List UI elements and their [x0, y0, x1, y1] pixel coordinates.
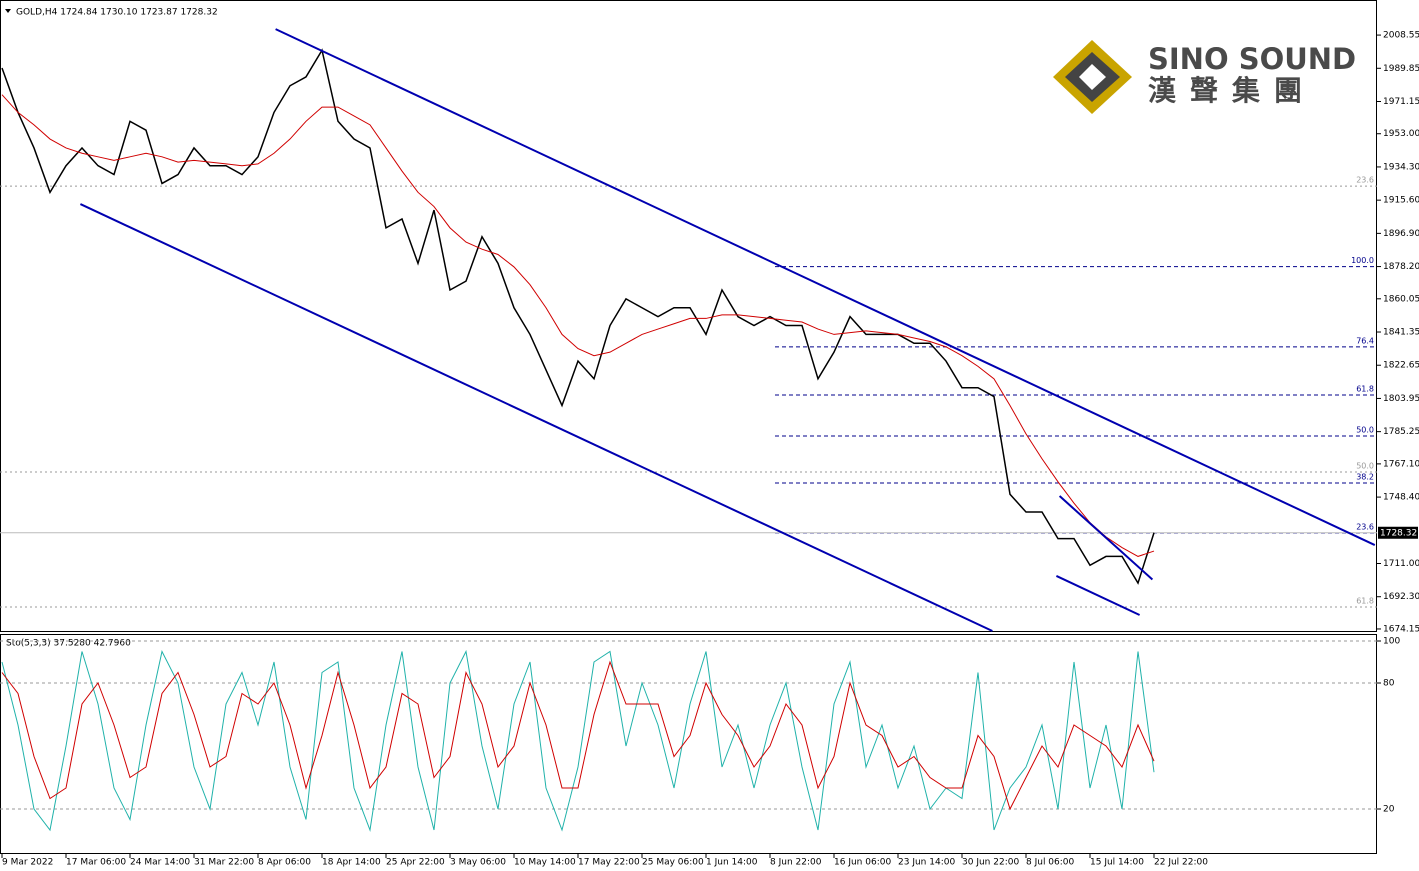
fib-label: 23.6: [1356, 176, 1374, 185]
osc-title: Sto(5,3,3) 37.5280 42.7960: [6, 639, 131, 649]
x-tick-label: 17 Mar 06:00: [66, 858, 126, 868]
fib-label: 76.4: [1356, 336, 1374, 345]
chart-title: GOLD,H4 1724.84 1730.10 1723.87 1728.32: [16, 8, 218, 18]
y-tick-label: 2008.55: [1383, 31, 1419, 41]
y-tick-label: 80: [1383, 679, 1395, 689]
y-tick-label: 1971.15: [1383, 97, 1419, 107]
x-tick-label: 17 May 22:00: [578, 858, 640, 868]
y-tick-label: 1748.40: [1383, 493, 1419, 503]
y-tick-label: 1767.10: [1383, 459, 1419, 469]
y-tick-label: 100: [1383, 637, 1400, 647]
menu-arrow: [5, 9, 11, 13]
trendline: [275, 28, 1376, 546]
x-tick-label: 16 Jun 06:00: [834, 858, 891, 868]
y-tick-label: 1841.35: [1383, 328, 1419, 338]
fib-label: 50.0: [1356, 425, 1374, 434]
main-frame: [0, 0, 1377, 632]
y-tick-label: 1915.60: [1383, 196, 1419, 206]
fib-label: 50.0: [1356, 462, 1374, 471]
y-tick-label: 20: [1383, 805, 1395, 815]
trendline: [1058, 495, 1154, 581]
osc-frame: [0, 634, 1377, 854]
x-tick-label: 25 Apr 22:00: [386, 858, 445, 868]
series-line: [1, 660, 1155, 811]
y-tick-label: 1934.30: [1383, 162, 1419, 172]
x-tick-label: 25 May 06:00: [642, 858, 704, 868]
y-tick-label: 1878.20: [1383, 262, 1419, 272]
y-tick-label: 1803.95: [1383, 394, 1419, 404]
x-tick-label: 18 Apr 14:00: [322, 858, 381, 868]
x-tick-label: 9 Mar 2022: [2, 858, 53, 868]
fib-label: 61.8: [1356, 384, 1374, 393]
series-line: [1, 649, 1155, 832]
x-tick-label: 8 Jul 06:00: [1026, 858, 1075, 868]
y-tick-label: 1711.00: [1383, 559, 1419, 569]
last-price-box: [1378, 526, 1418, 539]
y-tick-label: 1989.85: [1383, 64, 1419, 74]
fib-label: 38.2: [1356, 473, 1374, 482]
x-tick-label: 31 Mar 22:00: [194, 858, 254, 868]
x-tick-label: 8 Apr 06:00: [258, 858, 311, 868]
x-tick-label: 10 May 14:00: [514, 858, 576, 868]
fib-label: 100.0: [1351, 256, 1374, 265]
x-tick-label: 8 Jun 22:00: [770, 858, 822, 868]
y-tick-label: 1822.65: [1383, 361, 1419, 371]
trendline: [79, 203, 993, 632]
trendline: [1055, 575, 1141, 616]
x-tick-label: 30 Jun 22:00: [962, 858, 1019, 868]
y-tick-label: 1674.15: [1383, 624, 1419, 634]
x-tick-label: 23 Jun 14:00: [898, 858, 955, 868]
logo-name: SINO SOUND: [1148, 42, 1356, 76]
fib-label: 23.6: [1356, 522, 1374, 531]
last-price-label: 1728.32: [1380, 528, 1417, 538]
y-tick-label: 1953.00: [1383, 129, 1419, 139]
logo-core: [1079, 64, 1106, 90]
y-tick-label: 1785.25: [1383, 427, 1419, 437]
fib-label: 61.8: [1356, 597, 1374, 606]
x-tick-label: 22 Jul 22:00: [1154, 858, 1208, 868]
x-tick-label: 1 Jun 14:00: [706, 858, 758, 868]
x-tick-label: 24 Mar 14:00: [130, 858, 190, 868]
x-tick-label: 15 Jul 14:00: [1090, 858, 1144, 868]
x-tick-label: 3 May 06:00: [450, 858, 506, 868]
y-tick-label: 1860.05: [1383, 294, 1419, 304]
series-line: [1, 94, 1155, 557]
logo-subtitle: 漢聲集團: [1148, 74, 1316, 107]
y-tick-label: 1896.90: [1383, 229, 1419, 239]
series-line: [1, 48, 1155, 585]
y-tick-label: 1692.30: [1383, 592, 1419, 602]
